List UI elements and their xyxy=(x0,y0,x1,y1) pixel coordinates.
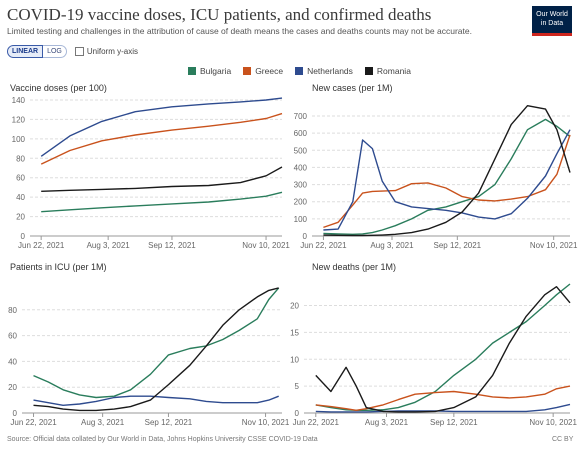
legend-swatch-greece xyxy=(243,67,252,75)
patients-in-icu-per-1m-line-netherlands xyxy=(33,395,279,406)
vaccine-doses-per-100-ytick-80: 80 xyxy=(16,154,25,163)
legend-item-bulgaria[interactable]: Bulgaria xyxy=(188,66,231,76)
vaccine-doses-per-100-line-bulgaria xyxy=(41,191,283,213)
new-deaths-per-1m-ytick-5: 5 xyxy=(295,382,300,391)
vaccine-doses-per-100-xtick-0: Jun 22, 2021 xyxy=(18,241,65,250)
vaccine-doses-per-100-ytick-140: 140 xyxy=(12,96,26,105)
vaccine-doses-per-100-ytick-120: 120 xyxy=(12,115,26,124)
new-cases-per-1m-ytick-100: 100 xyxy=(294,215,308,224)
vaccine-doses-per-100-xtick-1: Aug 3, 2021 xyxy=(87,241,131,250)
patients-in-icu-per-1m-xtick-3: Nov 10, 2021 xyxy=(242,418,290,427)
patients-in-icu-per-1m-xtick-2: Sep 12, 2021 xyxy=(145,418,193,427)
new-deaths-per-1m-xtick-2: Sep 12, 2021 xyxy=(430,418,478,427)
new-deaths-per-1m-xtick-1: Aug 3, 2021 xyxy=(365,418,409,427)
new-deaths-per-1m-line-greece xyxy=(315,385,571,411)
new-cases-per-1m-ytick-200: 200 xyxy=(294,198,308,207)
new-cases-per-1m-line-romania xyxy=(323,104,571,237)
vaccine-doses-per-100-xtick-2: Sep 12, 2021 xyxy=(148,241,196,250)
vaccine-doses-per-100-title: Vaccine doses (per 100) xyxy=(10,83,107,93)
new-deaths-per-1m-ytick-0: 0 xyxy=(295,409,300,418)
vaccine-doses-per-100-line-romania xyxy=(41,166,283,192)
new-cases-per-1m-ytick-600: 600 xyxy=(294,129,308,138)
vaccine-doses-per-100-ytick-20: 20 xyxy=(16,213,25,222)
patients-in-icu-per-1m-line-bulgaria xyxy=(33,287,280,399)
linear-button[interactable]: LINEAR xyxy=(7,45,44,58)
new-cases-per-1m-ytick-700: 700 xyxy=(294,112,308,121)
legend-label-netherlands: Netherlands xyxy=(307,66,353,76)
new-deaths-per-1m-ytick-10: 10 xyxy=(290,355,299,364)
new-deaths-per-1m-ytick-15: 15 xyxy=(290,328,299,337)
legend-item-greece[interactable]: Greece xyxy=(243,66,283,76)
new-deaths-per-1m-ytick-20: 20 xyxy=(290,302,299,311)
vaccine-doses-per-100-xtick-3: Nov 10, 2021 xyxy=(242,241,290,250)
license-link[interactable]: CC BY xyxy=(552,436,574,443)
logo-line1: Our World xyxy=(536,11,568,18)
new-cases-per-1m-line-bulgaria xyxy=(323,118,571,236)
new-deaths-per-1m-xtick-3: Nov 10, 2021 xyxy=(529,418,577,427)
new-deaths-per-1m-xtick-0: Jun 22, 2021 xyxy=(293,418,340,427)
legend-label-bulgaria: Bulgaria xyxy=(200,66,232,76)
vaccine-doses-per-100-ytick-0: 0 xyxy=(21,232,26,241)
legend-label-romania: Romania xyxy=(376,66,411,76)
legend: Bulgaria Greece Netherlands Romania xyxy=(188,66,411,76)
patients-in-icu-per-1m-ytick-80: 80 xyxy=(8,306,17,315)
patients-in-icu-per-1m-ytick-40: 40 xyxy=(8,357,17,366)
new-deaths-per-1m-line-bulgaria xyxy=(315,283,571,411)
legend-label-greece: Greece xyxy=(255,66,284,76)
new-cases-per-1m-title: New cases (per 1M) xyxy=(312,83,393,93)
legend-swatch-netherlands xyxy=(295,67,304,75)
new-cases-per-1m-line-greece xyxy=(323,134,571,229)
patients-in-icu-per-1m-ytick-20: 20 xyxy=(8,383,17,392)
new-cases-per-1m-ytick-500: 500 xyxy=(294,146,308,155)
new-cases-per-1m-xtick-0: Jun 22, 2021 xyxy=(300,241,347,250)
logo-line2: in Data xyxy=(540,20,564,27)
vaccine-doses-per-100-line-greece xyxy=(40,112,283,165)
new-cases-per-1m-ytick-0: 0 xyxy=(303,232,308,241)
vaccine-doses-per-100-ytick-40: 40 xyxy=(16,193,25,202)
new-cases-per-1m-ytick-300: 300 xyxy=(294,181,308,190)
vaccine-doses-per-100-ytick-60: 60 xyxy=(16,174,25,183)
patients-in-icu-per-1m-title: Patients in ICU (per 1M) xyxy=(10,262,107,272)
new-cases-per-1m-xtick-3: Nov 10, 2021 xyxy=(530,241,578,250)
new-cases-per-1m-xtick-2: Sep 12, 2021 xyxy=(434,241,482,250)
owid-logo[interactable]: Our World in Data xyxy=(532,6,572,36)
new-deaths-per-1m-line-romania xyxy=(315,286,571,413)
new-deaths-per-1m-title: New deaths (per 1M) xyxy=(312,262,396,272)
new-cases-per-1m-ytick-400: 400 xyxy=(294,163,308,172)
new-cases-per-1m-xtick-1: Aug 3, 2021 xyxy=(370,241,414,250)
patients-in-icu-per-1m-xtick-0: Jun 22, 2021 xyxy=(10,418,57,427)
patients-in-icu-per-1m-ytick-0: 0 xyxy=(13,409,18,418)
patients-in-icu-per-1m-xtick-1: Aug 3, 2021 xyxy=(81,418,125,427)
legend-swatch-romania xyxy=(364,67,373,75)
vaccine-doses-per-100-ytick-100: 100 xyxy=(12,135,26,144)
patients-in-icu-per-1m-ytick-60: 60 xyxy=(8,332,17,341)
log-button[interactable]: LOG xyxy=(43,45,67,58)
chart-title: COVID-19 vaccine doses, ICU patients, an… xyxy=(7,5,432,24)
legend-item-netherlands[interactable]: Netherlands xyxy=(295,66,353,76)
vaccine-doses-per-100-line-netherlands xyxy=(40,97,283,157)
new-cases-per-1m-line-netherlands xyxy=(323,129,571,231)
uniform-y-axis-toggle[interactable]: Uniform y-axis xyxy=(74,47,138,56)
legend-item-romania[interactable]: Romania xyxy=(364,66,411,76)
scale-controls: LINEAR LOG Uniform y-axis xyxy=(7,45,138,58)
legend-swatch-bulgaria xyxy=(188,67,196,75)
chart-subtitle: Limited testing and challenges in the at… xyxy=(7,26,472,36)
patients-in-icu-per-1m-line-romania xyxy=(33,287,279,412)
checkbox-icon[interactable] xyxy=(74,47,84,56)
uniform-y-axis-label: Uniform y-axis xyxy=(86,47,138,56)
source-note: Source: Official data collated by Our Wo… xyxy=(7,436,318,443)
